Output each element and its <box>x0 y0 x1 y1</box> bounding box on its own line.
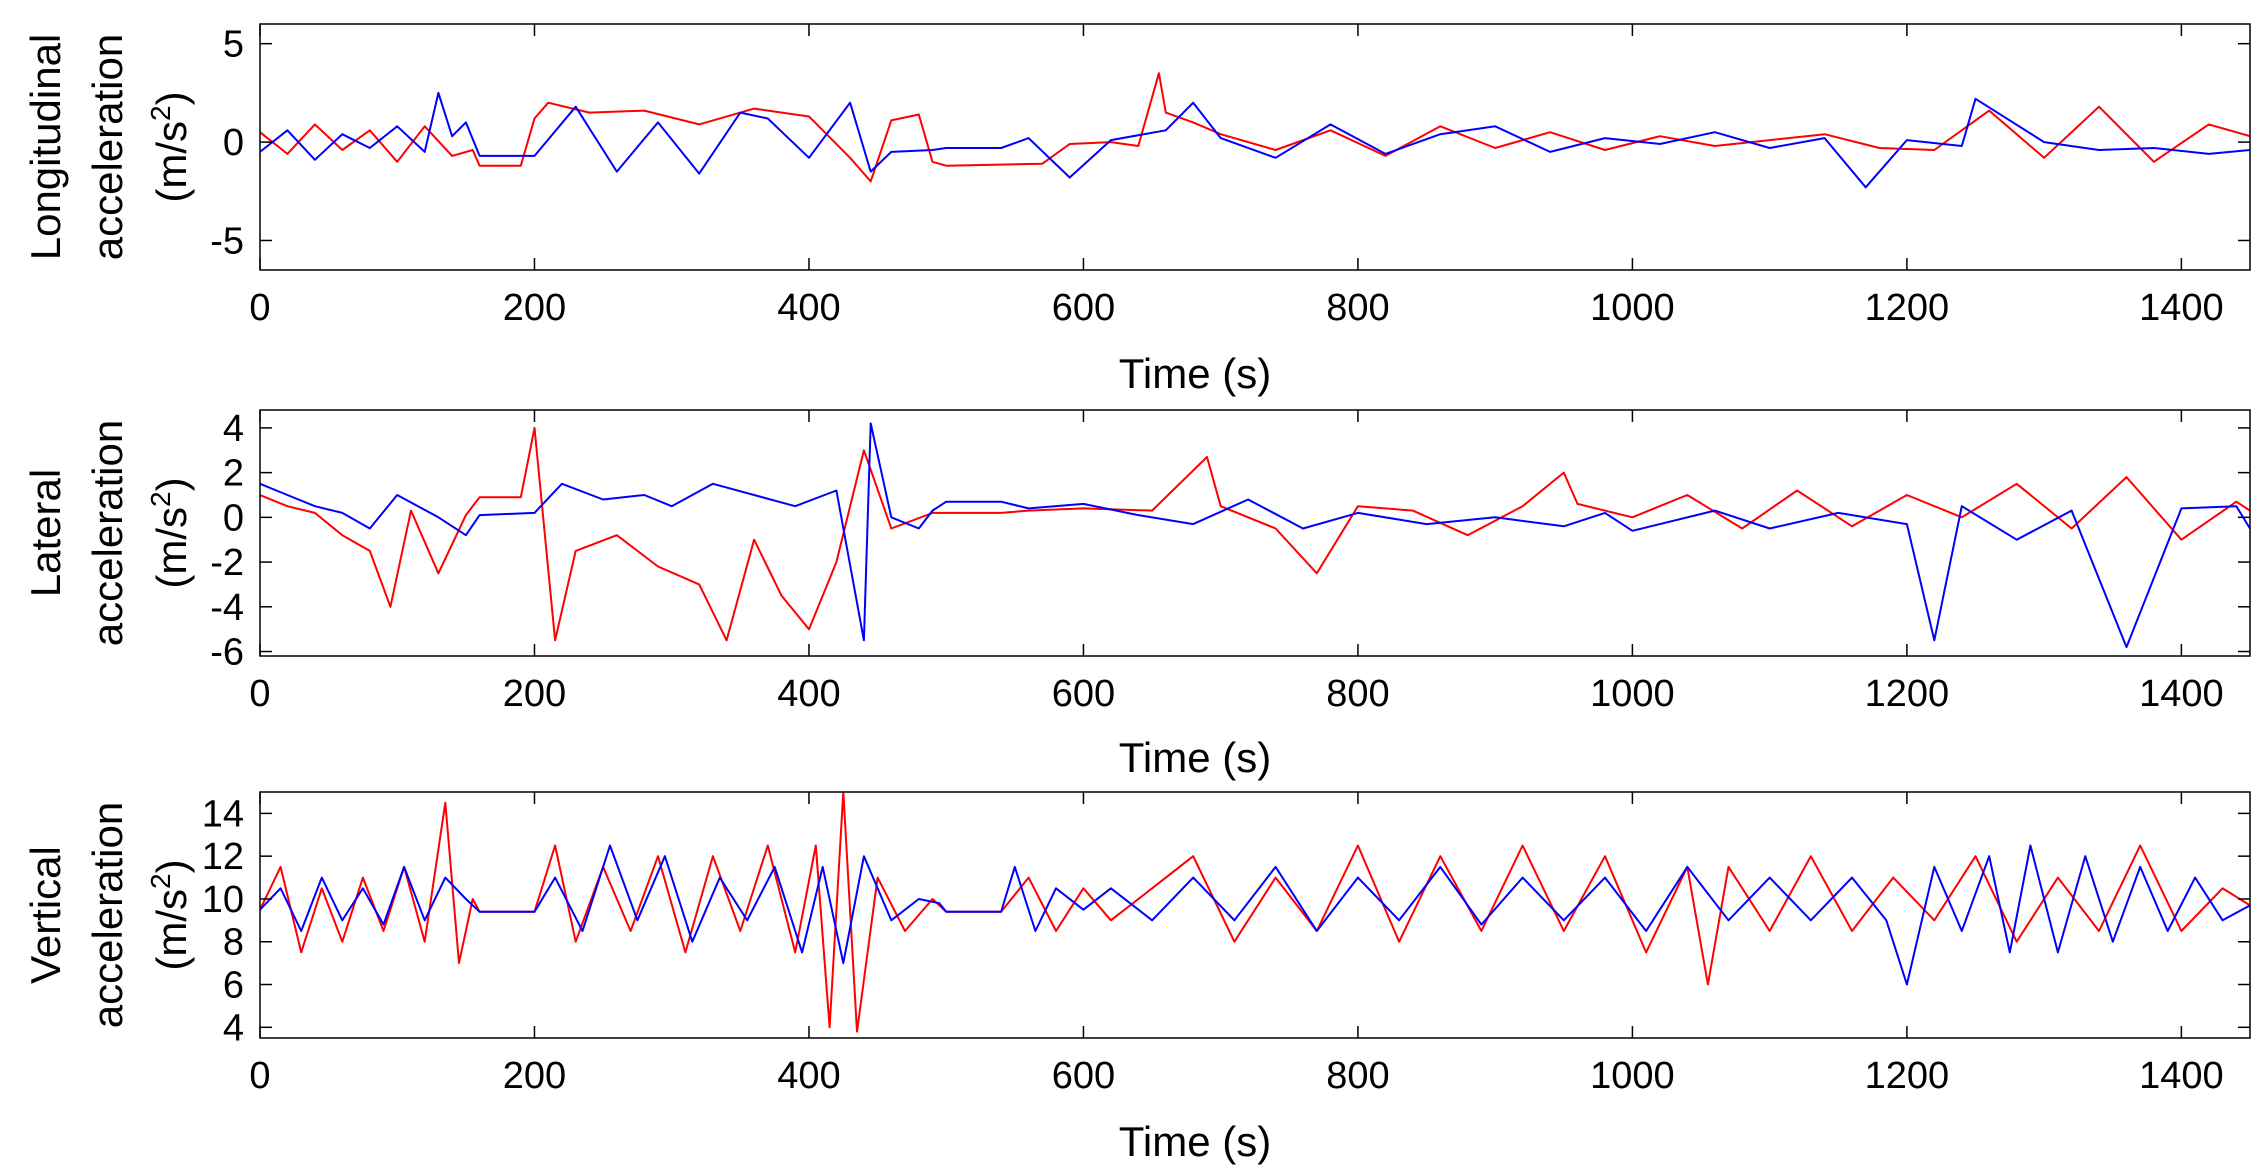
y-tick-label: 10 <box>202 879 244 921</box>
x-tick-label: 400 <box>777 287 840 329</box>
x-tick-label: 1400 <box>2139 673 2224 715</box>
y-axis-label-line: Lateral <box>22 469 69 597</box>
x-axis-label: Time (s) <box>1119 734 1271 781</box>
y-tick-label: 0 <box>223 497 244 539</box>
y-tick-label: 8 <box>223 922 244 964</box>
y-tick-label: -4 <box>210 587 244 629</box>
y-axis-label-line: Vertical <box>22 846 69 984</box>
y-unit-close: ) <box>148 477 195 491</box>
x-tick-label: 1000 <box>1590 1055 1675 1097</box>
plot-area <box>260 422 2250 649</box>
axes-frame <box>259 23 2251 271</box>
y-unit-base: (m/s <box>148 121 195 203</box>
x-tick-label: 800 <box>1326 287 1389 329</box>
x-tick-label: 1200 <box>1865 287 1950 329</box>
y-tick-label: 4 <box>223 408 244 450</box>
y-axis-unit: (m/s2) <box>145 477 195 588</box>
axes-frame <box>259 791 2251 1039</box>
y-tick-label: -6 <box>210 632 244 674</box>
x-tick-label: 1400 <box>2139 1055 2224 1097</box>
x-tick-label: 1400 <box>2139 287 2224 329</box>
y-unit-superscript: 2 <box>145 873 176 889</box>
y-tick-label: -2 <box>210 542 244 584</box>
y-unit-close: ) <box>148 859 195 873</box>
series-line-blue <box>260 844 2250 986</box>
y-unit-superscript: 2 <box>145 491 176 507</box>
x-axis-label: Time (s) <box>1119 350 1271 397</box>
y-unit-base: (m/s <box>148 889 195 971</box>
series-line-blue <box>260 91 2250 189</box>
y-tick-label: 0 <box>223 122 244 164</box>
x-tick-label: 0 <box>249 287 270 329</box>
x-tick-label: 800 <box>1326 1055 1389 1097</box>
x-axis-label: Time (s) <box>1119 1118 1271 1165</box>
y-tick-label: 5 <box>223 24 244 66</box>
x-tick-label: 400 <box>777 1055 840 1097</box>
y-unit-base: (m/s <box>148 507 195 589</box>
x-tick-label: 600 <box>1052 673 1115 715</box>
x-tick-label: 200 <box>503 1055 566 1097</box>
plot-area <box>260 792 2250 1033</box>
x-tick-label: 600 <box>1052 1055 1115 1097</box>
y-tick-label: 4 <box>223 1007 244 1049</box>
y-unit-superscript: 2 <box>145 105 176 121</box>
x-tick-label: 1000 <box>1590 287 1675 329</box>
y-axis-label-line: acceleration <box>84 420 131 646</box>
plot-area <box>260 72 2250 189</box>
y-tick-label: 12 <box>202 836 244 878</box>
series-line-red <box>260 72 2250 183</box>
x-tick-label: 1200 <box>1865 1055 1950 1097</box>
axes-frame <box>259 409 2251 657</box>
x-tick-label: 200 <box>503 673 566 715</box>
x-tick-label: 600 <box>1052 287 1115 329</box>
x-tick-label: 1000 <box>1590 673 1675 715</box>
series-line-blue <box>260 422 2250 649</box>
x-tick-label: 0 <box>249 673 270 715</box>
y-tick-label: 2 <box>223 453 244 495</box>
y-axis-label-line: acceleration <box>84 802 131 1028</box>
y-unit-close: ) <box>148 91 195 105</box>
y-axis-label-line: acceleration <box>84 34 131 260</box>
y-axis-unit: (m/s2) <box>145 859 195 970</box>
x-tick-label: 1200 <box>1865 673 1950 715</box>
x-tick-label: 200 <box>503 287 566 329</box>
x-tick-label: 0 <box>249 1055 270 1097</box>
y-tick-label: 6 <box>223 965 244 1007</box>
x-tick-label: 400 <box>777 673 840 715</box>
y-axis-label-line: Longitudinal <box>22 34 69 261</box>
series-line-red <box>260 792 2250 1033</box>
y-tick-label: 14 <box>202 793 244 835</box>
y-axis-unit: (m/s2) <box>145 91 195 202</box>
y-tick-label: -5 <box>210 220 244 262</box>
x-tick-label: 800 <box>1326 673 1389 715</box>
series-line-red <box>260 426 2250 642</box>
